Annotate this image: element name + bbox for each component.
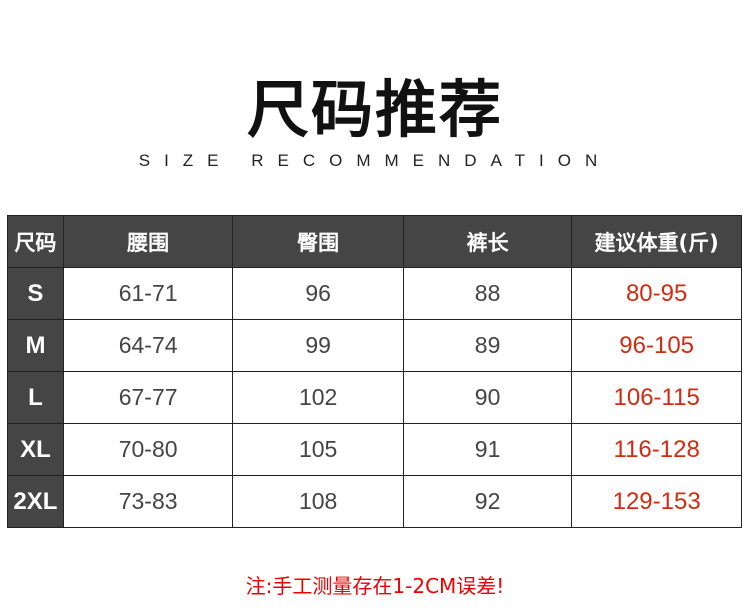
page-title: 尺码推荐 xyxy=(246,73,503,146)
header-waist: 腰围 xyxy=(62,215,234,268)
cell-hip: 99 xyxy=(232,319,404,372)
cell-length: 88 xyxy=(402,267,573,320)
cell-size: L xyxy=(7,371,64,424)
cell-hip: 102 xyxy=(232,371,404,424)
cell-length: 91 xyxy=(402,423,573,476)
table-row: M 64-74 99 89 96-105 xyxy=(7,319,742,372)
cell-length: 90 xyxy=(402,371,573,424)
header-weight: 建议体重(斤) xyxy=(571,215,742,268)
size-table: 尺码 腰围 臀围 裤长 建议体重(斤) S 61-71 96 88 80-95 M 64-7… xyxy=(7,215,742,528)
cell-size: S xyxy=(7,267,64,320)
table-row: L 67-77 102 90 106-115 xyxy=(7,371,742,424)
cell-size: XL xyxy=(7,423,64,476)
cell-weight: 106-115 xyxy=(571,371,742,424)
header-length: 裤长 xyxy=(402,215,573,268)
table-row: 2XL 73-83 108 92 129-153 xyxy=(7,475,742,528)
cell-waist: 73-83 xyxy=(62,475,234,528)
measurement-note: 注:手工测量存在1-2CM误差! xyxy=(245,574,505,598)
cell-weight: 96-105 xyxy=(571,319,742,372)
cell-weight: 80-95 xyxy=(571,267,742,320)
header-size: 尺码 xyxy=(7,215,64,268)
cell-length: 89 xyxy=(402,319,573,372)
cell-weight: 116-128 xyxy=(571,423,742,476)
header-hip: 臀围 xyxy=(232,215,404,268)
cell-hip: 105 xyxy=(232,423,404,476)
cell-waist: 70-80 xyxy=(62,423,234,476)
cell-waist: 67-77 xyxy=(62,371,234,424)
table-header-row: 尺码 腰围 臀围 裤长 建议体重(斤) xyxy=(7,215,742,268)
cell-weight: 129-153 xyxy=(571,475,742,528)
table-row: XL 70-80 105 91 116-128 xyxy=(7,423,742,476)
cell-size: M xyxy=(7,319,64,372)
table-row: S 61-71 96 88 80-95 xyxy=(7,267,742,320)
page-subtitle: SIZE RECOMMENDATION xyxy=(138,151,612,170)
cell-waist: 61-71 xyxy=(62,267,234,320)
cell-waist: 64-74 xyxy=(62,319,234,372)
cell-length: 92 xyxy=(402,475,573,528)
cell-hip: 108 xyxy=(232,475,404,528)
cell-hip: 96 xyxy=(232,267,404,320)
cell-size: 2XL xyxy=(7,475,64,528)
